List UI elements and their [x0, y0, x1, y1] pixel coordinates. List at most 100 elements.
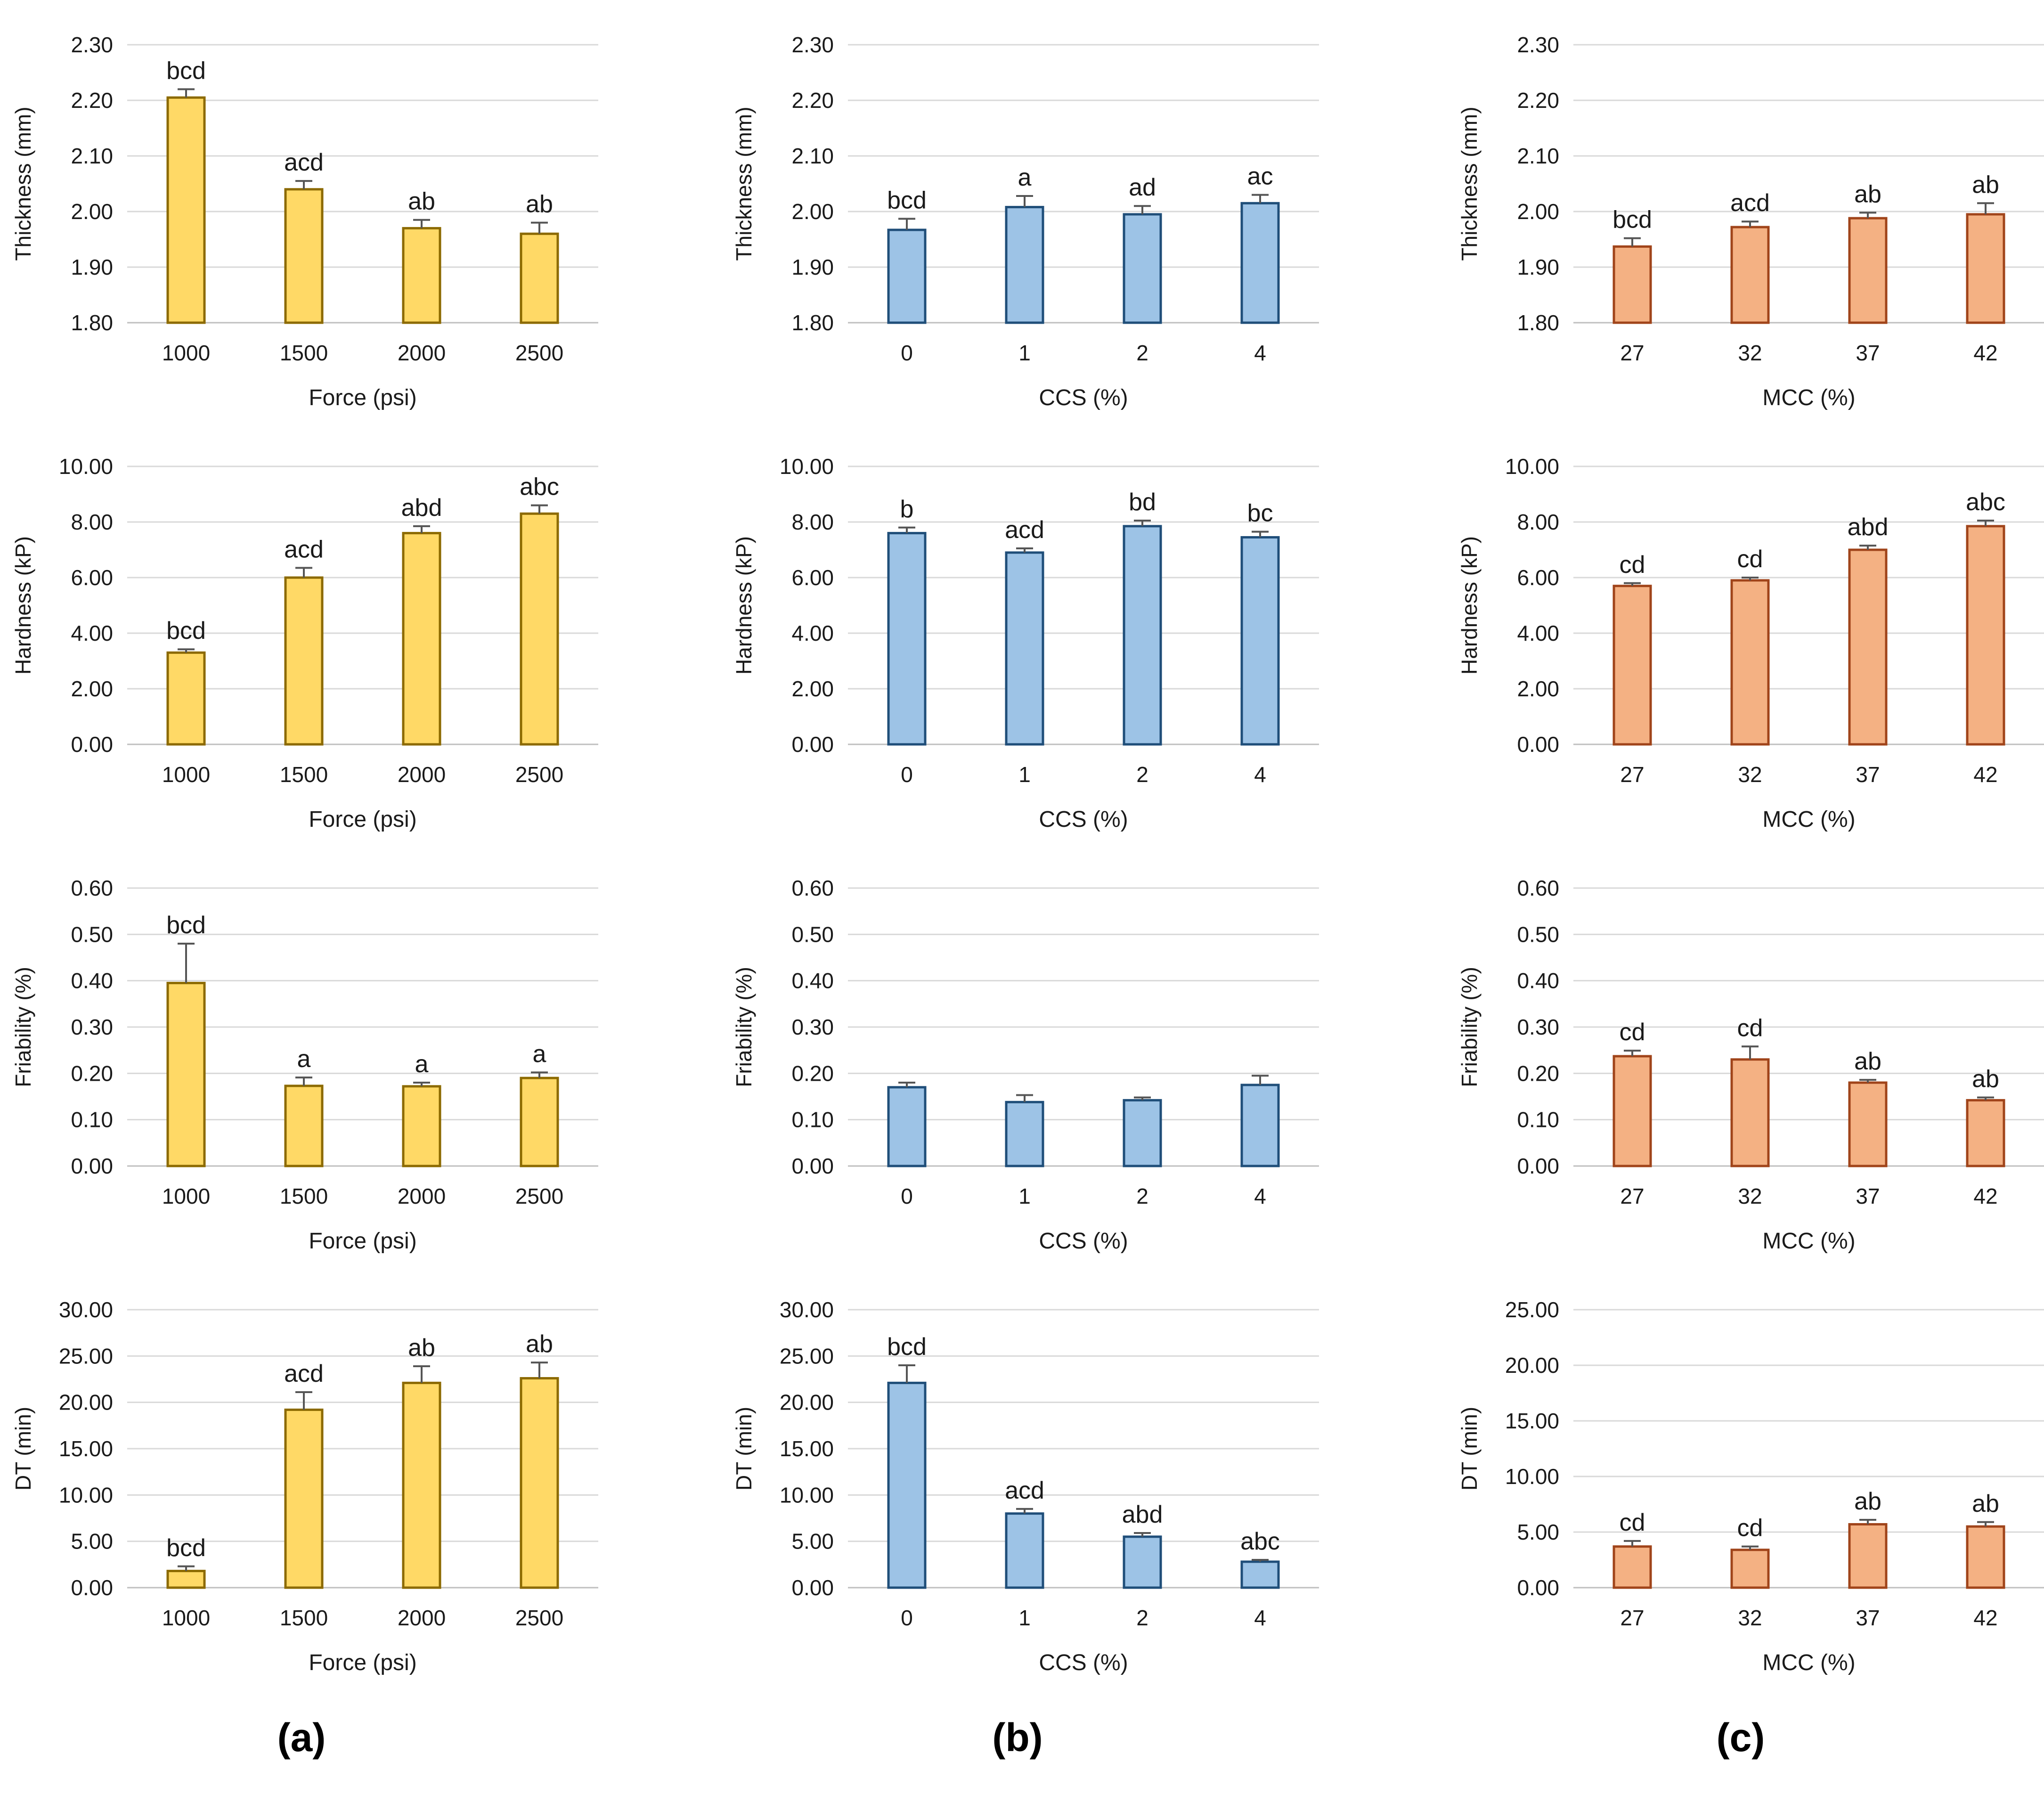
y-tick-label: 5.00 — [1517, 1520, 1559, 1544]
bar — [166, 651, 206, 746]
significance-label: bd — [1129, 489, 1156, 516]
y-tick-label: 15.00 — [780, 1436, 834, 1461]
significance-label: bcd — [166, 617, 206, 644]
significance-label: bcd — [166, 1534, 206, 1562]
y-tick-label: 0.20 — [1517, 1061, 1559, 1085]
chart-c-2: 0.00 2.00 4.00 6.00 8.00 10.00 Hardness (kP) cd… — [1457, 454, 2044, 832]
y-tick-label: 2.10 — [791, 144, 834, 168]
significance-label: abd — [401, 494, 442, 522]
bar — [402, 227, 441, 324]
x-tick-label: 2500 — [515, 762, 563, 787]
chart-b-4: 0.00 5.00 10.00 15.00 20.00 25.00 30.00 DT (min… — [732, 1297, 1319, 1675]
x-tick-label: 2000 — [398, 341, 446, 365]
x-tick-label: 37 — [1856, 762, 1880, 787]
x-tick-label: 4 — [1254, 1606, 1266, 1630]
y-axis-label: DT (min) — [1457, 1407, 1482, 1491]
chart-b-3: 0.00 0.10 0.20 0.30 0.40 0.50 0.60 Friability (… — [732, 876, 1319, 1254]
y-tick-label: 0.10 — [71, 1108, 113, 1132]
x-tick-label: 1500 — [280, 1606, 328, 1630]
y-tick-label: 2.00 — [71, 677, 113, 701]
y-tick-label: 25.00 — [59, 1344, 113, 1368]
x-tick-label: 2 — [1136, 1606, 1148, 1630]
x-tick-label: 32 — [1738, 1606, 1762, 1630]
x-tick-label: 1 — [1018, 1606, 1031, 1630]
x-tick-label: 0 — [901, 1184, 913, 1208]
x-tick-label: 2500 — [515, 341, 563, 365]
x-tick-label: 27 — [1620, 341, 1644, 365]
y-tick-label: 0.50 — [71, 922, 113, 946]
x-tick-label: 1000 — [162, 341, 210, 365]
significance-label: bcd — [166, 57, 206, 84]
significance-label: a — [297, 1045, 311, 1073]
significance-label: ab — [1972, 1065, 1999, 1093]
y-tick-label: 0.30 — [1517, 1015, 1559, 1039]
y-tick-label: 0.60 — [791, 876, 834, 900]
y-axis-label: Friability (%) — [1457, 967, 1482, 1087]
y-tick-label: 1.80 — [1517, 310, 1559, 335]
significance-label: a — [415, 1051, 429, 1078]
y-tick-label: 10.00 — [780, 1483, 834, 1507]
significance-label: ad — [1129, 174, 1156, 201]
chart-a-3: 0.00 0.10 0.20 0.30 0.40 0.50 0.60 Friability (… — [11, 876, 598, 1254]
y-tick-label: 0.40 — [791, 969, 834, 993]
significance-label: ab — [526, 1330, 553, 1358]
chart-c-3: 0.00 0.10 0.20 0.30 0.40 0.50 0.60 Friability (… — [1457, 876, 2044, 1254]
y-tick-label: 2.00 — [791, 199, 834, 224]
y-tick-label: 25.00 — [1505, 1297, 1559, 1322]
bar — [1123, 1535, 1162, 1589]
y-tick-label: 8.00 — [1517, 510, 1559, 534]
bar — [166, 96, 206, 324]
bar — [1730, 1058, 1770, 1167]
x-tick-label: 1 — [1018, 762, 1031, 787]
chart-b-1: 1.80 1.90 2.00 2.10 2.20 2.30 Thickness (mm) bc… — [732, 33, 1319, 410]
y-tick-label: 0.40 — [71, 969, 113, 993]
y-tick-label: 0.00 — [1517, 732, 1559, 757]
y-tick-label: 4.00 — [1517, 621, 1559, 645]
significance-label: ac — [1247, 163, 1273, 190]
y-tick-label: 6.00 — [791, 565, 834, 590]
y-axis-label: Thickness (mm) — [732, 106, 756, 261]
significance-label: cd — [1620, 551, 1645, 579]
y-tick-label: 0.50 — [791, 922, 834, 946]
panel-label-a: (a) — [277, 1715, 326, 1760]
y-tick-label: 5.00 — [791, 1529, 834, 1554]
panel-label-b: (b) — [992, 1715, 1043, 1760]
y-axis-label: Friability (%) — [732, 967, 756, 1087]
y-tick-label: 6.00 — [1517, 565, 1559, 590]
significance-label: bcd — [166, 912, 206, 939]
y-tick-label: 0.00 — [791, 1575, 834, 1600]
bar — [520, 232, 559, 324]
x-tick-label: 0 — [901, 341, 913, 365]
y-tick-label: 0.00 — [1517, 1154, 1559, 1178]
y-tick-label: 0.00 — [791, 1154, 834, 1178]
bar — [1848, 217, 1888, 324]
y-tick-label: 0.30 — [791, 1015, 834, 1039]
y-axis-label: DT (min) — [11, 1407, 35, 1491]
x-axis-label: MCC (%) — [1762, 807, 1855, 832]
x-tick-label: 4 — [1254, 762, 1266, 787]
y-tick-label: 1.90 — [1517, 255, 1559, 279]
y-tick-label: 10.00 — [59, 1483, 113, 1507]
bar — [1848, 1081, 1888, 1167]
bar — [1730, 226, 1770, 324]
x-axis-label: CCS (%) — [1039, 1229, 1128, 1254]
y-axis-label: DT (min) — [732, 1407, 756, 1491]
x-tick-label: 32 — [1738, 762, 1762, 787]
bar — [520, 1076, 559, 1167]
bar — [402, 1085, 441, 1167]
y-tick-label: 2.20 — [791, 88, 834, 113]
significance-label: cd — [1620, 1509, 1645, 1536]
x-axis-label: CCS (%) — [1039, 807, 1128, 832]
bar — [1005, 551, 1044, 746]
bar — [1240, 202, 1280, 324]
significance-label: cd — [1737, 1515, 1763, 1542]
bar — [1123, 213, 1162, 324]
y-tick-label: 1.90 — [791, 255, 834, 279]
significance-label: bc — [1247, 500, 1273, 527]
bar — [284, 576, 324, 746]
x-tick-label: 2000 — [398, 762, 446, 787]
y-axis-label: Thickness (mm) — [1457, 106, 1482, 261]
y-tick-label: 2.00 — [1517, 199, 1559, 224]
significance-label: a — [533, 1040, 546, 1068]
